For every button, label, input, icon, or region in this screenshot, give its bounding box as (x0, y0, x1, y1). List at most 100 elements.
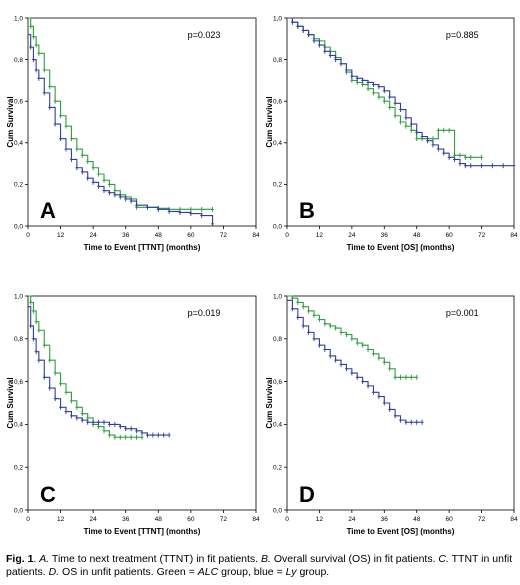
y-tick-label: 0,2 (14, 182, 23, 189)
x-tick-label: 84 (252, 516, 260, 523)
survival-curve-blue (287, 299, 423, 423)
x-axis-label: Time to Event [OS] (months) (347, 527, 455, 536)
caption-part: group, blue = (218, 566, 286, 578)
y-tick-label: 1,0 (14, 15, 23, 22)
x-tick-label: 0 (285, 516, 289, 523)
p-value-label: p=0.001 (446, 308, 479, 318)
x-axis-label: Time to Event [TTNT] (months) (84, 243, 201, 252)
y-tick-label: 0,6 (14, 379, 23, 386)
y-tick-label: 0,2 (273, 182, 282, 189)
panel-letter: D (299, 482, 315, 507)
y-tick-label: 0,0 (14, 223, 23, 230)
p-value-label: p=0.023 (188, 30, 221, 40)
x-tick-label: 24 (90, 232, 98, 239)
x-tick-label: 72 (220, 516, 228, 523)
x-tick-label: 12 (316, 516, 324, 523)
caption-part: Ly (285, 566, 297, 578)
caption-part: ALC (197, 566, 219, 578)
x-tick-label: 72 (220, 232, 228, 239)
y-axis-label: Cum Survival (265, 377, 274, 428)
x-tick-label: 48 (413, 516, 421, 523)
x-tick-label: 36 (381, 516, 389, 523)
y-tick-label: 0,8 (14, 336, 23, 343)
y-tick-label: 0,0 (273, 507, 282, 514)
x-tick-label: 24 (348, 516, 356, 523)
caption-part: A. (39, 553, 50, 565)
y-tick-label: 0,8 (273, 336, 282, 343)
y-tick-label: 0,8 (14, 57, 23, 64)
x-tick-label: 48 (413, 232, 421, 239)
y-tick-label: 0,4 (273, 140, 282, 147)
caption-text: . A. Time to next treatment (TTNT) in fi… (6, 553, 512, 578)
x-tick-label: 84 (510, 232, 518, 239)
x-tick-label: 48 (155, 516, 163, 523)
y-tick-label: 0,0 (273, 223, 282, 230)
x-tick-label: 12 (57, 516, 65, 523)
x-tick-label: 36 (381, 232, 389, 239)
caption-part: C. (438, 553, 449, 565)
panel-letter: A (40, 198, 56, 223)
y-tick-label: 0,4 (273, 422, 282, 429)
figure-caption: Fig. 1. A. Time to next treatment (TTNT)… (6, 553, 514, 579)
x-tick-label: 12 (316, 232, 324, 239)
y-axis-label: Cum Survival (6, 377, 15, 428)
survival-curve-blue (28, 34, 214, 224)
caption-part: group. (296, 566, 330, 578)
y-tick-label: 0,2 (14, 465, 23, 472)
survival-curve-green (287, 17, 482, 158)
x-tick-label: 60 (187, 232, 195, 239)
y-tick-label: 0,6 (273, 379, 282, 386)
caption-part: D. (48, 566, 60, 578)
p-value-label: p=0.885 (446, 30, 479, 40)
x-tick-label: 24 (348, 232, 356, 239)
panel-letter: C (40, 482, 56, 507)
y-tick-label: 1,0 (273, 15, 282, 22)
caption-fig-label: Fig. 1 (6, 553, 34, 565)
survival-curve-green (28, 17, 213, 210)
x-tick-label: 36 (122, 232, 130, 239)
x-tick-label: 0 (26, 516, 30, 523)
x-axis-label: Time to Event [TTNT] (months) (84, 527, 201, 536)
panel-letter: B (299, 198, 315, 223)
km-panel-a: 0 12 24 36 48 60 72 84 0,0 0,2 0,4 0,6 0,8 1,0 Time to… (6, 15, 260, 252)
p-value-label: p=0.019 (188, 308, 221, 318)
y-tick-label: 0,0 (14, 507, 23, 514)
y-tick-label: 0,4 (14, 422, 23, 429)
x-tick-label: 12 (57, 232, 65, 239)
y-axis-label: Cum Survival (6, 96, 15, 147)
x-axis-label: Time to Event [OS] (months) (347, 243, 455, 252)
caption-part: . (33, 553, 40, 565)
plot-frame (286, 17, 515, 227)
y-tick-label: 0,6 (273, 99, 282, 106)
x-tick-label: 84 (252, 232, 260, 239)
x-tick-label: 48 (155, 232, 163, 239)
caption-part: Time to next treatment (TTNT) in fit pat… (49, 553, 262, 565)
x-tick-label: 0 (285, 232, 289, 239)
x-tick-label: 60 (446, 516, 454, 523)
survival-curve-blue (287, 17, 514, 167)
y-tick-label: 0,4 (14, 140, 23, 147)
km-panel-d: 0 12 24 36 48 60 72 84 0,0 0,2 0,4 0,6 0,8 1,0 Time to… (265, 293, 518, 536)
km-panel-b: 0 12 24 36 48 60 72 84 0,0 0,2 0,4 0,6 0,8 1,0 Time to… (265, 15, 518, 252)
plot-frame (27, 295, 257, 511)
y-tick-label: 0,8 (273, 57, 282, 64)
caption-part: B. (261, 553, 271, 565)
caption-part: OS in unfit patients. Green = (59, 566, 198, 578)
x-tick-label: 36 (122, 516, 130, 523)
plot-frame (286, 295, 515, 511)
x-tick-label: 84 (510, 516, 518, 523)
x-tick-label: 72 (478, 516, 486, 523)
y-tick-label: 0,2 (273, 465, 282, 472)
caption-part: TTNT in unfit patients. (6, 553, 513, 578)
x-tick-label: 72 (478, 232, 486, 239)
x-tick-label: 60 (187, 516, 195, 523)
x-tick-label: 0 (26, 232, 30, 239)
y-tick-label: 1,0 (14, 293, 23, 300)
km-panel-c: 0 12 24 36 48 60 72 84 0,0 0,2 0,4 0,6 0,8 1,0 Time to… (6, 293, 260, 536)
y-tick-label: 1,0 (273, 293, 282, 300)
caption-part: Overall survival (OS) in fit patients. (270, 553, 439, 565)
survival-curve-blue (28, 306, 170, 436)
x-tick-label: 60 (446, 232, 454, 239)
x-tick-label: 24 (90, 516, 98, 523)
survival-curve-green (28, 295, 142, 438)
